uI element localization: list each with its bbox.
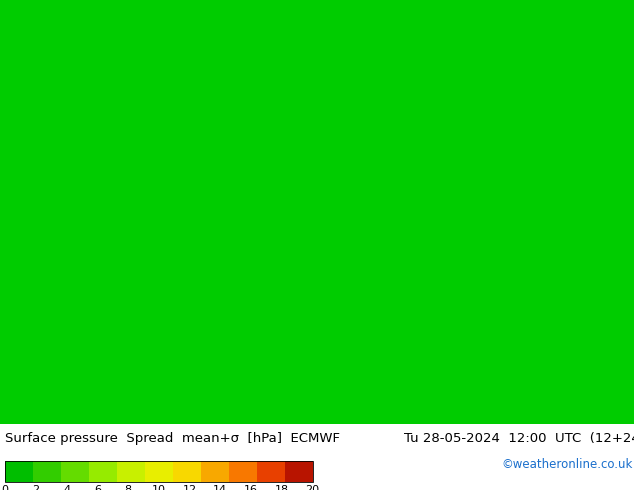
Bar — [145, 461, 173, 482]
Bar — [61, 461, 89, 482]
Text: 2: 2 — [32, 485, 39, 490]
Text: 16: 16 — [244, 485, 258, 490]
Text: 14: 14 — [213, 485, 228, 490]
Bar — [229, 461, 257, 482]
Text: 18: 18 — [275, 485, 289, 490]
Bar — [285, 461, 313, 482]
Bar — [117, 461, 145, 482]
Text: 6: 6 — [94, 485, 101, 490]
Text: 8: 8 — [124, 485, 132, 490]
Bar — [257, 461, 285, 482]
Bar — [173, 461, 201, 482]
Bar — [5, 461, 33, 482]
Bar — [89, 461, 117, 482]
Text: 10: 10 — [152, 485, 166, 490]
Text: 4: 4 — [63, 485, 70, 490]
Text: 12: 12 — [183, 485, 197, 490]
Text: ©weatheronline.co.uk: ©weatheronline.co.uk — [501, 458, 633, 471]
Text: Tu 28-05-2024  12:00  UTC  (12+24): Tu 28-05-2024 12:00 UTC (12+24) — [404, 432, 634, 445]
Bar — [33, 461, 61, 482]
Text: 0: 0 — [1, 485, 9, 490]
Text: Surface pressure  Spread  mean+σ  [hPa]  ECMWF: Surface pressure Spread mean+σ [hPa] ECM… — [5, 432, 340, 445]
Bar — [201, 461, 229, 482]
Bar — [5, 461, 313, 482]
Text: 20: 20 — [306, 485, 320, 490]
